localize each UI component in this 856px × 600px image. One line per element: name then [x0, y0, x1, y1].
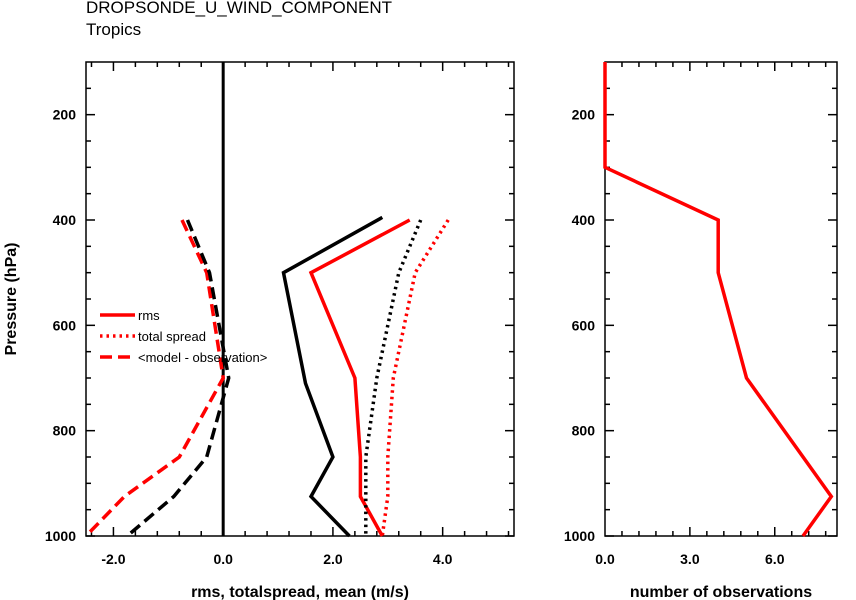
- x-tick-label: 6.0: [765, 551, 785, 567]
- series-line-dotted-black-4: [364, 219, 423, 536]
- y-tick-label: 800: [53, 423, 77, 439]
- legend-label: total spread: [138, 329, 206, 344]
- x-tick-label: 4.0: [433, 551, 453, 567]
- x-tick-label: 2.0: [323, 551, 343, 567]
- x-tick-label: -2.0: [101, 551, 125, 567]
- y-tick-label: 600: [572, 317, 596, 333]
- x-axis-label: number of observations: [630, 584, 812, 600]
- legend: rms total spread <model - observation>: [100, 308, 267, 365]
- series-line-dashed-black-5: [126, 219, 231, 538]
- series-line-dashed-red-2: [84, 219, 226, 538]
- legend-label: <model - observation>: [138, 350, 267, 365]
- chart-subtitle: Tropics: [86, 20, 142, 39]
- y-tick-label: 400: [53, 212, 77, 228]
- series-line-dotted-red-1: [380, 219, 450, 537]
- legend-label: rms: [138, 308, 160, 323]
- series-line-solid-black-3: [281, 215, 384, 538]
- plot-frame: [85, 61, 515, 537]
- series-line-solid-red-0: [308, 218, 411, 537]
- x-tick-label: 0.0: [213, 551, 233, 567]
- y-tick-label: 400: [572, 212, 596, 228]
- x-tick-label: 0.0: [595, 551, 615, 567]
- y-tick-label: 200: [53, 107, 77, 123]
- x-axis-label: rms, totalspread, mean (m/s): [191, 584, 409, 600]
- y-tick-label: 600: [53, 317, 77, 333]
- y-axis-label: Pressure (hPa): [3, 243, 20, 356]
- x-tick-label: 3.0: [680, 551, 700, 567]
- chart-title: DROPSONDE_U_WIND_COMPONENT: [86, 0, 393, 17]
- left-panel: 200 400 600 800 1000 -2.0 0.0 2.0 4.0 rms, totals…: [3, 61, 515, 600]
- plot-frame: [604, 61, 838, 537]
- y-tick-label: 200: [572, 107, 596, 123]
- y-tick-label: 1000: [45, 528, 76, 544]
- y-tick-label: 800: [572, 423, 596, 439]
- y-tick-label: 1000: [564, 528, 595, 544]
- series-line-solid-red-0: [603, 62, 834, 538]
